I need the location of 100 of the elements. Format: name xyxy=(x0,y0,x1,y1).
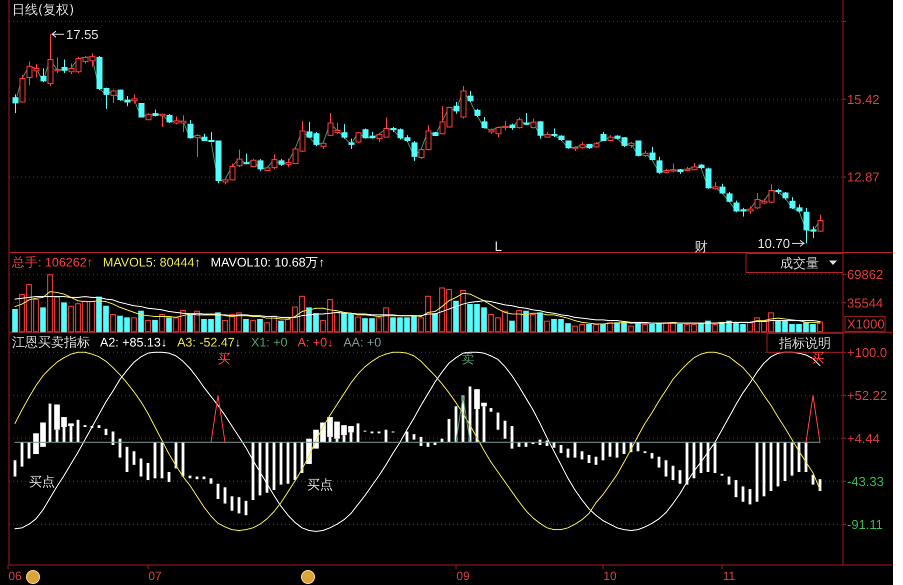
y-tick-label: -91.11 xyxy=(847,516,883,532)
candlestick xyxy=(152,109,158,117)
bar xyxy=(112,432,114,446)
bar xyxy=(356,423,360,442)
candlestick xyxy=(474,108,480,118)
bar xyxy=(194,310,200,332)
candlestick xyxy=(818,214,824,232)
candlestick xyxy=(566,140,572,150)
bar xyxy=(650,453,654,459)
bar xyxy=(798,442,800,472)
chart-title: 日线(复权) xyxy=(12,3,74,18)
candlestick xyxy=(432,131,438,137)
candlestick xyxy=(356,131,362,144)
x-tick-label: 06 xyxy=(8,569,22,583)
candlestick xyxy=(628,141,634,148)
bar xyxy=(692,442,696,478)
bar xyxy=(566,448,570,458)
bar xyxy=(608,442,612,457)
bar xyxy=(504,420,506,439)
bar xyxy=(146,463,150,480)
x-tick-label: 07 xyxy=(148,569,162,583)
bar xyxy=(706,442,710,472)
bar xyxy=(110,314,116,332)
candlestick xyxy=(40,68,46,83)
candlestick xyxy=(342,124,348,140)
bar xyxy=(182,442,184,477)
candlestick xyxy=(650,146,656,161)
bar xyxy=(817,322,823,332)
bar xyxy=(468,386,472,442)
bar xyxy=(160,442,164,478)
bar xyxy=(104,428,108,436)
annotation: 指标说明 xyxy=(778,336,831,352)
bar xyxy=(432,313,438,332)
bar xyxy=(635,322,641,332)
bar xyxy=(145,320,151,332)
bar xyxy=(202,476,206,480)
bar xyxy=(40,307,46,332)
x-tick-label: 11 xyxy=(722,569,736,583)
bar xyxy=(216,484,220,500)
bar xyxy=(14,460,16,477)
candlestick xyxy=(530,118,536,130)
candlestick xyxy=(706,167,712,190)
bar xyxy=(804,442,808,472)
bar xyxy=(510,426,514,449)
bar xyxy=(552,442,556,448)
y-tick-label: +4.44 xyxy=(847,430,880,446)
legend: A2: +85.13↓ A3: -52.47↓ X1: +0 A: +0↓ AA: +0 xyxy=(100,335,382,350)
bar xyxy=(131,317,137,332)
candlestick xyxy=(636,140,642,157)
annotation: 买点 xyxy=(307,478,333,493)
bar xyxy=(544,320,550,332)
candlestick xyxy=(348,138,354,150)
y-tick-label: +100.0 xyxy=(847,344,888,360)
bar xyxy=(523,310,529,332)
bar xyxy=(734,480,738,498)
bar xyxy=(636,442,640,452)
candlestick xyxy=(608,134,614,142)
bar xyxy=(406,432,408,442)
candlestick xyxy=(468,90,474,102)
bar xyxy=(664,460,668,477)
bar xyxy=(586,324,592,332)
bar xyxy=(280,442,282,485)
bar xyxy=(537,312,543,332)
bar xyxy=(300,442,304,473)
bar xyxy=(294,442,296,480)
bar xyxy=(728,476,730,485)
bar xyxy=(138,310,144,332)
bar xyxy=(20,442,24,467)
candlestick xyxy=(194,134,200,158)
bar xyxy=(168,472,170,482)
y-tick-label: 69862 xyxy=(847,266,884,282)
bar xyxy=(266,442,268,493)
bar xyxy=(530,314,536,332)
candlestick xyxy=(586,143,592,150)
bar xyxy=(700,442,702,473)
bar xyxy=(784,442,786,482)
bar xyxy=(272,442,276,490)
bar xyxy=(61,302,67,332)
bar xyxy=(196,476,198,480)
y-tick-label: 15.42 xyxy=(847,92,880,107)
bar xyxy=(258,442,262,496)
candlestick xyxy=(12,94,18,114)
bar xyxy=(762,442,766,496)
candlestick xyxy=(698,164,704,170)
bar xyxy=(224,487,226,504)
bar xyxy=(560,445,562,454)
bar xyxy=(244,500,248,516)
y-tick-label: -43.33 xyxy=(847,474,884,489)
bar xyxy=(252,442,254,500)
candlestick xyxy=(524,112,530,126)
candlestick xyxy=(412,140,418,162)
bar xyxy=(622,442,626,454)
candlestick xyxy=(146,112,152,121)
candlestick xyxy=(516,117,522,130)
bar xyxy=(812,474,814,485)
candlestick xyxy=(776,188,782,194)
candlestick xyxy=(258,158,264,172)
candlestick xyxy=(726,192,732,203)
x-tick-label: 10 xyxy=(603,569,617,583)
candlestick xyxy=(510,123,516,130)
